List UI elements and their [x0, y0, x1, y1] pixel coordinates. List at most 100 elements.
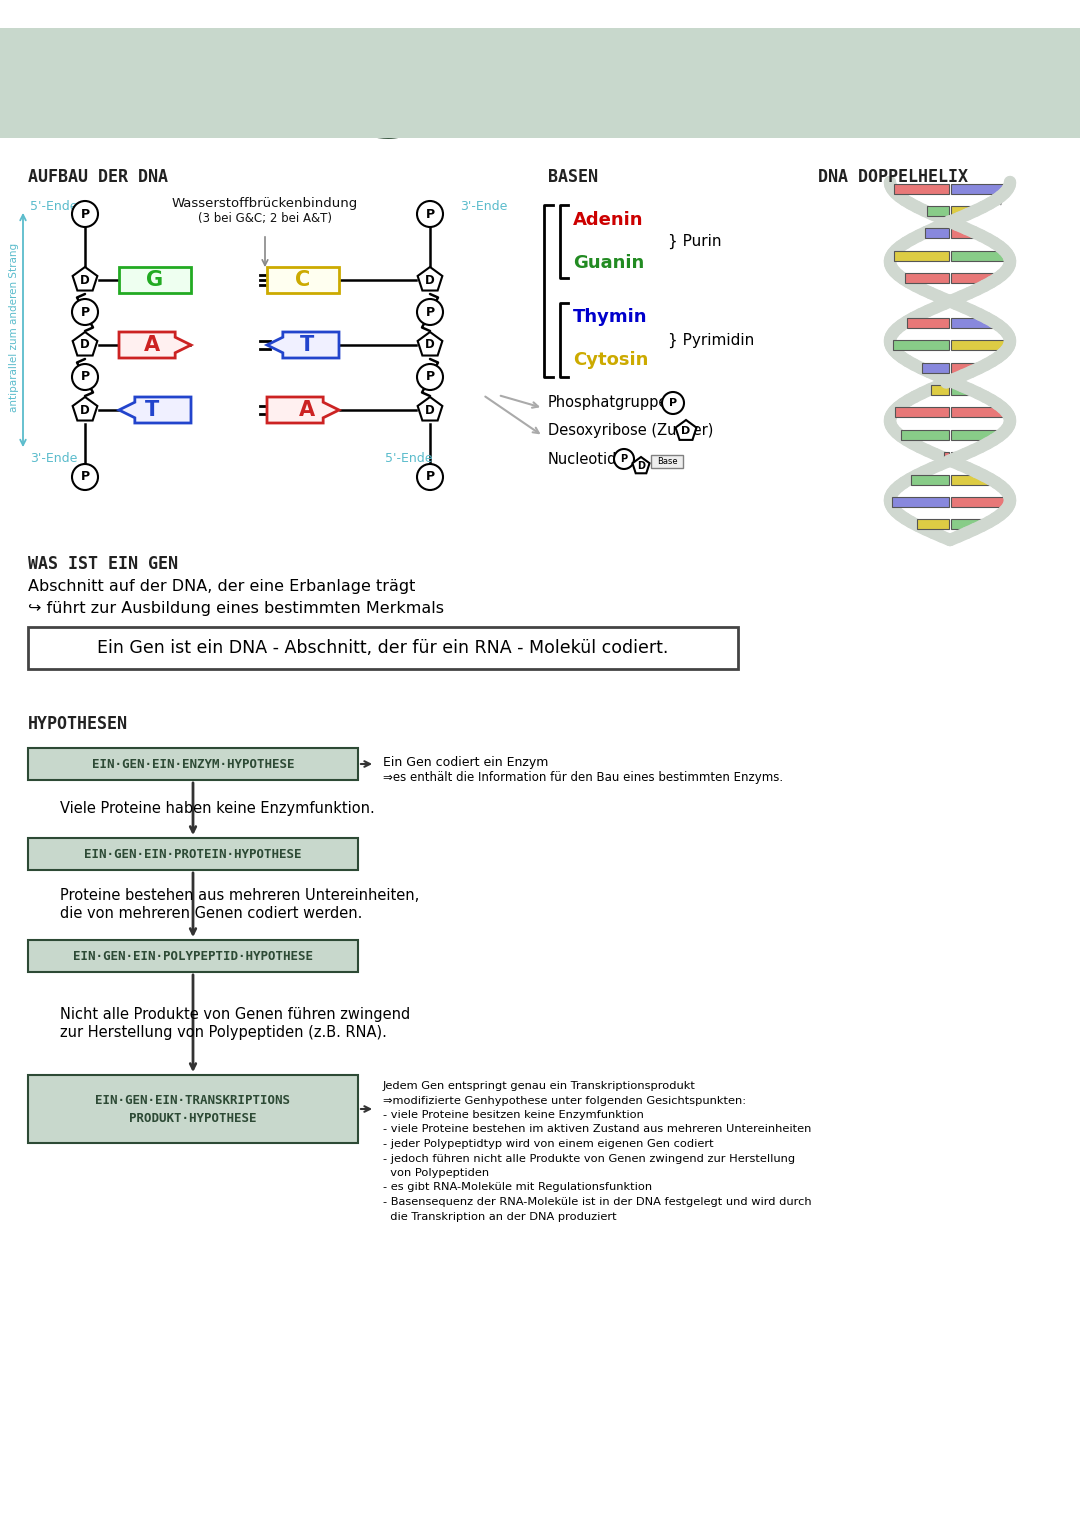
FancyBboxPatch shape [951, 519, 983, 530]
Text: von Polypeptiden: von Polypeptiden [383, 1168, 489, 1177]
Text: Nucleotid: Nucleotid [548, 452, 618, 467]
Text: P: P [669, 399, 677, 408]
Text: 3'-Ende: 3'-Ende [30, 452, 78, 466]
Text: Ein Gen ist ein DNA - Abschnitt, der für ein RNA - Molekül codiert.: Ein Gen ist ein DNA - Abschnitt, der für… [97, 638, 669, 657]
Text: C: C [295, 270, 311, 290]
Text: P: P [620, 454, 627, 464]
Text: } Pyrimidin: } Pyrimidin [669, 333, 754, 348]
Circle shape [72, 202, 98, 228]
Text: D: D [80, 403, 90, 417]
Text: EIN·GEN·EIN·ENZYM·HYPOTHESE: EIN·GEN·EIN·ENZYM·HYPOTHESE [92, 757, 294, 771]
FancyBboxPatch shape [893, 341, 949, 350]
Circle shape [417, 363, 443, 389]
Text: Nicht alle Produkte von Genen führen zwingend: Nicht alle Produkte von Genen führen zwi… [60, 1006, 410, 1022]
FancyBboxPatch shape [910, 475, 949, 484]
Text: ⇒modifizierte Genhypothese unter folgenden Gesichtspunkten:: ⇒modifizierte Genhypothese unter folgend… [383, 1095, 746, 1106]
Text: - es gibt RNA-Moleküle mit Regulationsfunktion: - es gibt RNA-Moleküle mit Regulationsfu… [383, 1182, 652, 1193]
Text: - jedoch führen nicht alle Produkte von Genen zwingend zur Herstellung: - jedoch führen nicht alle Produkte von … [383, 1153, 795, 1164]
Text: D: D [426, 273, 435, 287]
FancyBboxPatch shape [951, 452, 956, 463]
Polygon shape [418, 331, 443, 356]
Polygon shape [267, 397, 339, 423]
Polygon shape [72, 331, 97, 356]
FancyBboxPatch shape [951, 475, 989, 484]
FancyBboxPatch shape [28, 748, 357, 780]
Text: D: D [80, 273, 90, 287]
Text: 5'-Ende: 5'-Ende [384, 452, 432, 466]
Text: Guanin: Guanin [573, 253, 645, 272]
Polygon shape [633, 457, 649, 473]
Text: - jeder Polypeptidtyp wird von einem eigenen Gen codiert: - jeder Polypeptidtyp wird von einem eig… [383, 1139, 714, 1148]
Polygon shape [119, 397, 191, 423]
Text: (3 bei G&C; 2 bei A&T): (3 bei G&C; 2 bei A&T) [198, 212, 332, 224]
Polygon shape [267, 331, 339, 357]
FancyBboxPatch shape [951, 183, 1005, 194]
FancyBboxPatch shape [951, 429, 999, 440]
Text: T: T [145, 400, 159, 420]
Text: DNA DOPPELHELIX: DNA DOPPELHELIX [818, 168, 968, 186]
Text: Wasserstoffbrückenbindung: Wasserstoffbrückenbindung [172, 197, 359, 211]
Text: - viele Proteine bestehen im aktiven Zustand aus mehreren Untereinheiten: - viele Proteine bestehen im aktiven Zus… [383, 1124, 811, 1135]
Text: - Basensequenz der RNA-Moleküle ist in der DNA festgelegt und wird durch: - Basensequenz der RNA-Moleküle ist in d… [383, 1197, 812, 1206]
Text: EIN·GEN·EIN·PROTEIN·HYPOTHESE: EIN·GEN·EIN·PROTEIN·HYPOTHESE [84, 847, 301, 861]
FancyBboxPatch shape [905, 273, 949, 282]
Polygon shape [72, 267, 97, 290]
Circle shape [417, 202, 443, 228]
FancyBboxPatch shape [951, 229, 975, 238]
Text: G: G [147, 270, 163, 290]
Text: P: P [80, 371, 90, 383]
Text: D: D [80, 339, 90, 351]
Polygon shape [675, 420, 697, 440]
FancyBboxPatch shape [28, 838, 357, 870]
FancyBboxPatch shape [901, 429, 949, 440]
Text: BASEN: BASEN [548, 168, 598, 186]
Text: T: T [300, 334, 314, 354]
FancyBboxPatch shape [119, 267, 191, 293]
FancyBboxPatch shape [895, 408, 949, 417]
Text: zur Herstellung von Polypeptiden (z.B. RNA).: zur Herstellung von Polypeptiden (z.B. R… [60, 1025, 387, 1040]
Text: Viele Proteine haben keine Enzymfunktion.: Viele Proteine haben keine Enzymfunktion… [60, 802, 375, 817]
Circle shape [615, 449, 634, 469]
Circle shape [72, 464, 98, 490]
Text: D: D [426, 339, 435, 351]
Text: } Purin: } Purin [669, 234, 721, 249]
Text: A: A [144, 334, 160, 354]
FancyBboxPatch shape [951, 206, 973, 217]
Circle shape [662, 392, 684, 414]
FancyBboxPatch shape [931, 385, 949, 395]
Text: D: D [426, 403, 435, 417]
FancyBboxPatch shape [926, 229, 949, 238]
FancyBboxPatch shape [922, 363, 949, 373]
FancyBboxPatch shape [944, 452, 949, 463]
Text: AUFBAU DER DNA: AUFBAU DER DNA [28, 168, 168, 186]
Text: Proteine bestehen aus mehreren Untereinheiten,: Proteine bestehen aus mehreren Untereinh… [60, 889, 419, 904]
Circle shape [72, 363, 98, 389]
Text: P: P [426, 305, 434, 319]
Text: ⇒es enthält die Information für den Bau eines bestimmten Enzyms.: ⇒es enthält die Information für den Bau … [383, 771, 783, 783]
Text: Phosphatgruppe: Phosphatgruppe [548, 395, 669, 411]
Text: 3'-Ende: 3'-Ende [460, 200, 508, 212]
Polygon shape [418, 397, 443, 420]
Polygon shape [119, 331, 191, 357]
FancyBboxPatch shape [951, 273, 996, 282]
FancyBboxPatch shape [951, 250, 1007, 261]
Text: P: P [426, 208, 434, 220]
FancyBboxPatch shape [951, 296, 953, 305]
Text: antiparallel zum anderen Strang: antiparallel zum anderen Strang [9, 243, 19, 412]
FancyBboxPatch shape [951, 318, 994, 328]
Text: EIN·GEN·EIN·POLYPEPTID·HYPOTHESE: EIN·GEN·EIN·POLYPEPTID·HYPOTHESE [73, 950, 313, 962]
Circle shape [417, 299, 443, 325]
Text: HYPOTHESEN: HYPOTHESEN [28, 715, 129, 733]
FancyBboxPatch shape [894, 183, 949, 194]
Text: P: P [80, 305, 90, 319]
Text: D: D [681, 426, 690, 437]
FancyBboxPatch shape [907, 318, 949, 328]
Text: Base: Base [657, 457, 677, 466]
Text: EIN·GEN·EIN·TRANSKRIPTIONS: EIN·GEN·EIN·TRANSKRIPTIONS [95, 1093, 291, 1107]
Text: WAS IST EIN GEN: WAS IST EIN GEN [28, 554, 178, 573]
Text: Jedem Gen entspringt genau ein Transkriptionsprodukt: Jedem Gen entspringt genau ein Transkrip… [383, 1081, 696, 1090]
FancyBboxPatch shape [28, 1075, 357, 1144]
Text: Biologie Klausur: Biologie Klausur [81, 43, 999, 139]
FancyBboxPatch shape [951, 385, 970, 395]
Text: P: P [426, 470, 434, 484]
